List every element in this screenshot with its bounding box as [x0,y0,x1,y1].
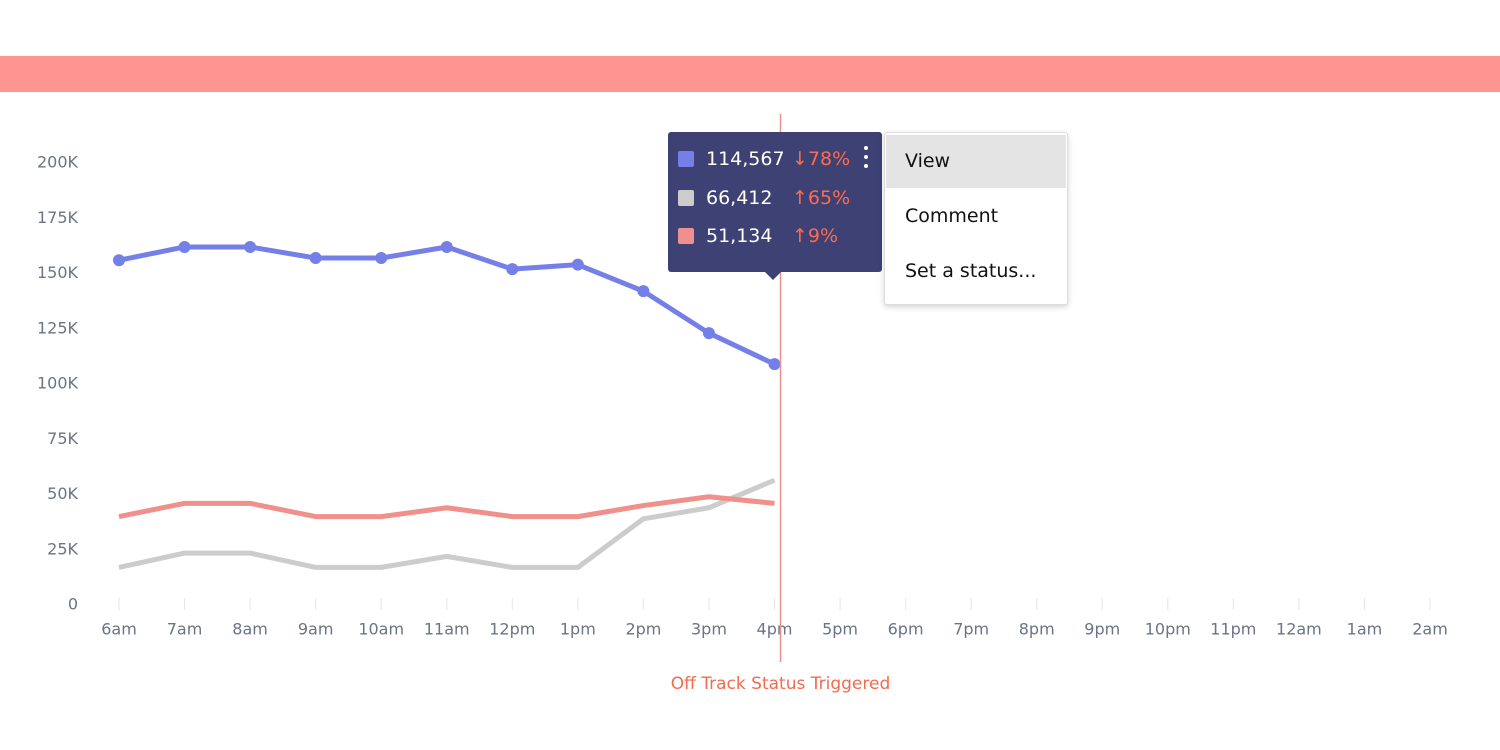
x-tick-label: 6am [101,620,137,639]
swatch [678,151,694,167]
x-tick-label: 10am [358,620,404,639]
x-tick-label: 9pm [1084,620,1120,639]
swatch [678,190,694,206]
x-tick-label: 10pm [1145,620,1191,639]
x-tick-label: 8am [232,620,268,639]
data-point [309,252,322,265]
y-tick-label: 200K [37,153,79,172]
tooltip-change: ↑65% [792,187,851,209]
annotation-label: Off Track Status Triggered [671,674,890,694]
swatch [678,228,694,244]
y-tick-label: 75K [47,429,78,448]
tooltip-value: 114,567 [706,148,785,170]
data-point [637,285,650,298]
x-tick-label: 4pm [757,620,793,639]
x-tick-label: 11am [424,620,470,639]
tooltip-row: 51,134 ↑9% [678,224,838,248]
series-line [118,494,775,520]
menu-item[interactable]: View [886,135,1066,188]
more-button[interactable] [864,146,868,173]
data-point [702,327,715,340]
data-point [375,252,388,265]
data-point [506,263,519,276]
menu-item[interactable]: Set a status... [905,260,1037,282]
menu-item[interactable]: Comment [905,205,999,227]
y-tick-label: 175K [37,208,79,227]
tooltip-change: ↑9% [792,225,839,247]
x-tick-label: 8pm [1019,620,1055,639]
context-menu: View Comment Set a status... [884,132,1068,305]
x-tick-label: 1pm [560,620,596,639]
status-banner [0,56,1500,92]
x-tick-label: 2pm [625,620,661,639]
series-line [118,477,776,570]
tooltip-change: ↓78% [792,148,851,170]
tooltip-value: 51,134 [706,225,773,247]
x-tick-label: 9am [298,620,334,639]
x-tick-label: 6pm [888,620,924,639]
x-tick-label: 1am [1347,620,1383,639]
y-tick-label: 25K [47,539,78,558]
data-point [178,240,191,253]
data-point [244,240,257,253]
y-tick-label: 125K [37,318,79,337]
tooltip-value: 66,412 [706,187,773,209]
data-point [571,258,584,271]
y-tick-label: 0 [68,595,78,614]
y-tick-label: 100K [37,374,79,393]
x-tick-label: 3pm [691,620,727,639]
data-point [768,358,781,371]
data-point [113,254,125,267]
x-tick-label: 12pm [489,620,535,639]
tooltip-row: 114,567 ↓78% [678,147,850,171]
x-tick-label: 5pm [822,620,858,639]
tooltip: 114,567 ↓78% 66,412 ↑65% 51,134 ↑9% [668,132,882,280]
y-tick-label: 50K [47,484,78,503]
x-tick-label: 7am [167,620,203,639]
data-point [440,240,453,253]
x-tick-label: 11pm [1210,620,1256,639]
x-tick-label: 7pm [953,620,989,639]
y-tick-label: 150K [37,263,79,282]
tooltip-row: 66,412 ↑65% [678,186,850,210]
x-tick-label: 12am [1276,620,1322,639]
x-tick-label: 2am [1412,620,1448,639]
